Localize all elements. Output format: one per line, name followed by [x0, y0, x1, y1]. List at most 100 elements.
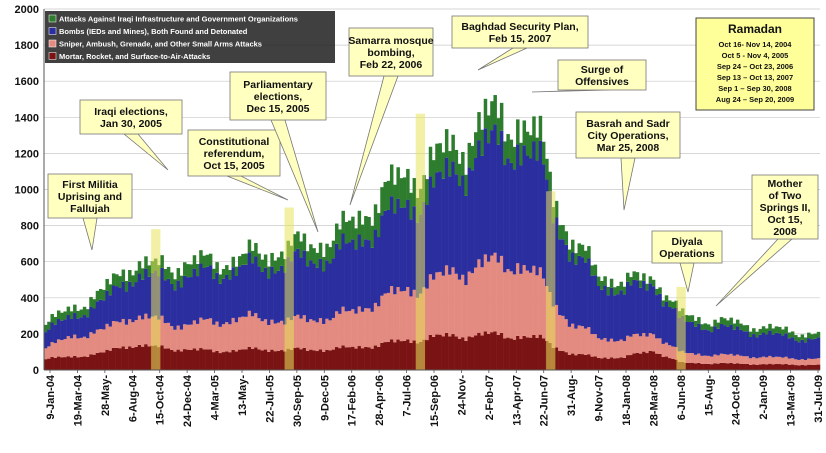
bar-segment	[160, 267, 164, 316]
bar-segment	[810, 358, 814, 365]
bar-segment	[305, 322, 310, 351]
bar-segment	[192, 268, 197, 321]
bar-segment	[464, 340, 468, 370]
bar-segment	[777, 333, 782, 357]
bar-segment	[661, 300, 666, 307]
ramadan-title: Ramadan	[728, 22, 782, 36]
bar-segment	[435, 143, 439, 173]
bar-segment	[296, 347, 300, 370]
bar-segment	[328, 350, 333, 370]
bar-segment	[176, 325, 181, 350]
bar-segment	[347, 310, 352, 348]
bar-segment	[66, 336, 71, 357]
bar-segment	[490, 332, 494, 370]
bar-segment	[529, 135, 533, 159]
bar-segment	[160, 315, 164, 346]
bar-segment	[115, 321, 119, 348]
bar-segment	[270, 349, 274, 370]
bar-segment	[121, 346, 126, 370]
bar-segment	[693, 354, 698, 364]
callout-line: Oct 15, 2005	[203, 160, 264, 172]
bar-segment	[186, 277, 190, 325]
bar-segment	[807, 364, 811, 370]
bar-segment	[655, 353, 659, 370]
bar-segment	[406, 286, 410, 340]
bar-segment	[752, 364, 756, 370]
bar-segment	[370, 311, 375, 349]
bar-segment	[318, 258, 323, 319]
bar-segment	[522, 335, 527, 370]
bar-segment	[331, 349, 336, 370]
bar-segment	[208, 318, 213, 350]
bar-segment	[189, 277, 193, 325]
bar-segment	[457, 338, 462, 370]
bar-segment	[238, 349, 242, 370]
bar-segment	[438, 143, 442, 172]
bar-segment	[761, 364, 766, 370]
bar-segment	[302, 315, 307, 348]
bar-segment	[768, 355, 772, 364]
bar-segment	[79, 337, 84, 357]
bar-segment	[231, 349, 236, 370]
bar-segment	[47, 358, 51, 370]
bar-segment	[739, 323, 743, 330]
bar-segment	[603, 276, 607, 286]
bar-segment	[137, 344, 142, 370]
callout-line: Diyala	[672, 236, 703, 248]
y-tick-label: 1400	[15, 112, 39, 124]
callout-line: Feb 22, 2006	[360, 59, 423, 71]
bar-segment	[480, 267, 484, 336]
bar-segment	[522, 120, 527, 146]
bar-segment	[322, 351, 326, 370]
bar-segment	[111, 320, 116, 348]
bar-segment	[629, 355, 633, 370]
bar-segment	[635, 333, 640, 353]
x-tick-label: 9-Nov-07	[594, 375, 606, 421]
y-tick-label: 1000	[15, 185, 39, 197]
bar-segment	[457, 279, 462, 339]
callout-line: Oct 15,	[767, 214, 802, 226]
bar-segment	[587, 258, 591, 328]
bar-segment	[241, 253, 245, 265]
bar-segment	[183, 349, 187, 370]
bar-segment	[797, 365, 801, 370]
bar-segment	[386, 341, 391, 370]
bar-segment	[76, 318, 80, 339]
bar-segment	[606, 286, 611, 296]
bar-segment	[121, 281, 126, 319]
bar-segment	[567, 326, 572, 355]
bar-segment	[95, 329, 100, 353]
x-tick-label: 9-Jan-04	[45, 374, 57, 420]
bar-segment	[713, 326, 717, 355]
callout-line: Operations	[659, 248, 715, 260]
bar-segment	[179, 275, 184, 288]
bar-segment	[787, 338, 792, 359]
bar-segment	[208, 265, 213, 319]
callout-line: Fallujah	[70, 203, 110, 215]
bar-segment	[477, 140, 481, 260]
bar-segment	[312, 320, 316, 351]
bar-segment	[166, 322, 171, 349]
bar-segment	[755, 331, 759, 338]
bar-segment	[784, 356, 788, 364]
bar-segment	[328, 263, 333, 321]
bar-segment	[642, 351, 646, 370]
bar-segment	[807, 332, 811, 339]
bar-segment	[102, 329, 106, 353]
bar-segment	[638, 287, 643, 337]
bar-segment	[577, 325, 581, 354]
bar-segment	[205, 319, 210, 350]
bar-segment	[56, 310, 61, 319]
bar-segment	[351, 239, 355, 310]
bar-segment	[613, 295, 617, 342]
bar-segment	[131, 286, 135, 323]
x-axis-ticks: 9-Jan-04 19-Mar-04 28-May- 6-Aug-04 15-Oct-0…	[45, 370, 825, 427]
bar-segment	[810, 334, 814, 340]
bar-segment	[231, 256, 236, 268]
bar-segment	[53, 357, 58, 370]
bar-segment	[810, 339, 814, 359]
bar-segment	[697, 362, 701, 370]
bar-segment	[580, 257, 585, 327]
bar-segment	[571, 353, 575, 370]
bar-segment	[541, 278, 546, 339]
